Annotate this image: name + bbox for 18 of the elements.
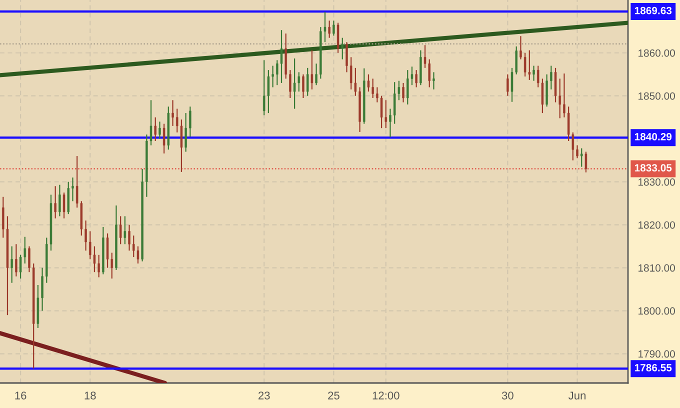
x-tick-label: 23 [258, 392, 270, 400]
ref-line-label: 1869.63 [634, 6, 672, 14]
x-tick-label: 18 [84, 392, 96, 400]
y-tick-label: 1850.00 [638, 92, 675, 100]
y-tick-label: 1820.00 [638, 221, 675, 229]
x-tick-label: 16 [15, 392, 26, 400]
y-tick-label: 1810.00 [638, 264, 675, 272]
y-tick-label: 1790.00 [638, 350, 675, 358]
ref-line-label: 1833.05 [634, 164, 672, 172]
y-tick-label: 1800.00 [638, 307, 675, 315]
y-tick-label: 1860.00 [638, 49, 675, 57]
ref-line-label: 1840.29 [634, 133, 672, 140]
x-tick-label: 25 [328, 392, 340, 400]
x-tick-label: 12:00 [372, 392, 400, 400]
x-tick-label: Jun [568, 392, 586, 400]
x-tick-label: 30 [502, 392, 514, 400]
ref-line-label: 1786.55 [634, 364, 672, 372]
y-tick-label: 1830.00 [638, 178, 675, 186]
